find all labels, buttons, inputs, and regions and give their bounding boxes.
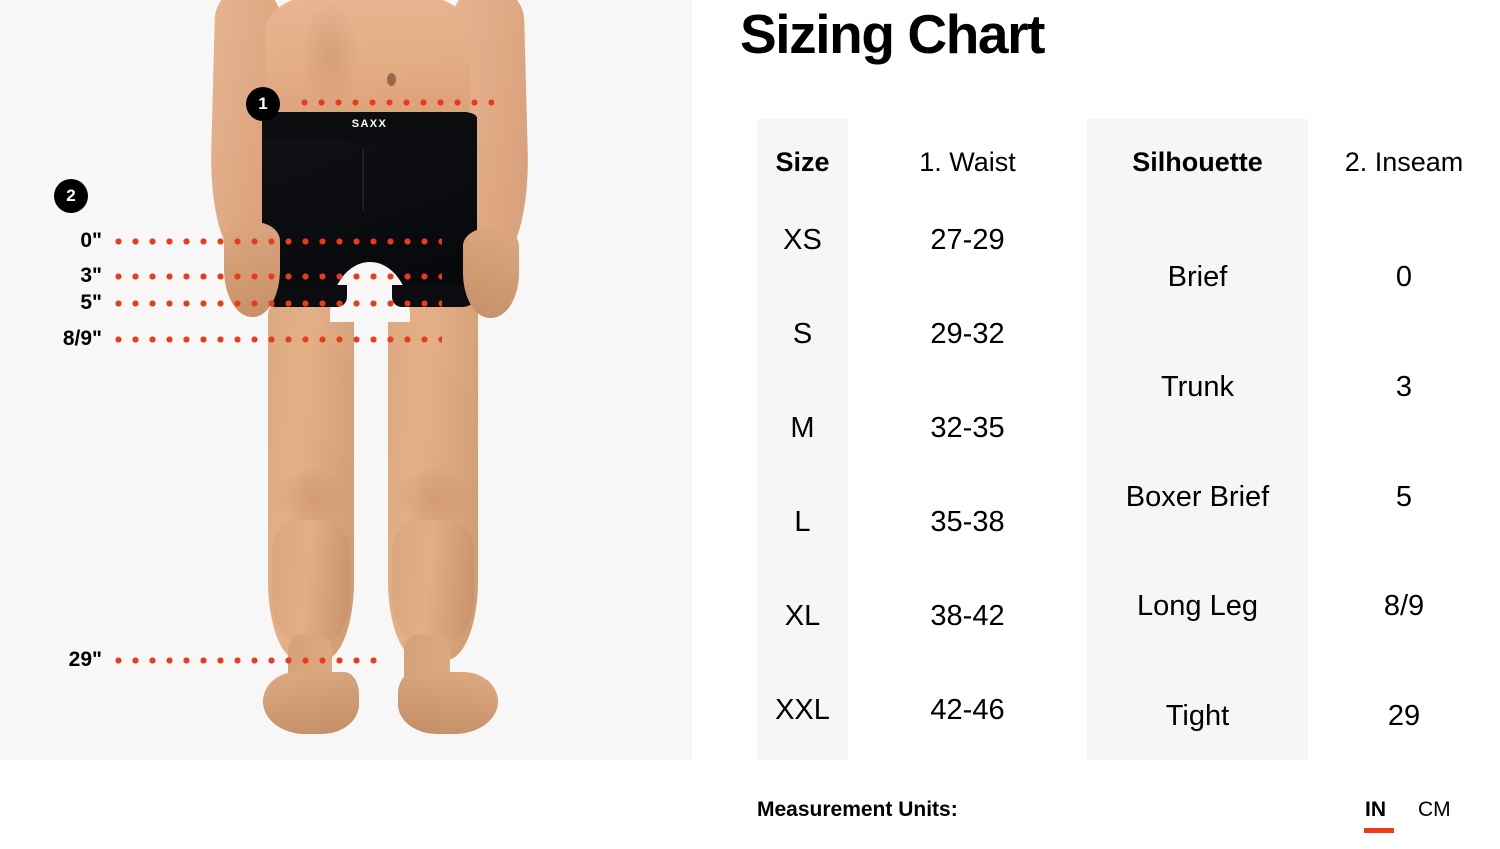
model-right-foot: [398, 672, 498, 734]
garment-waistband: [262, 112, 477, 140]
model-left-foot: [263, 672, 359, 734]
model-left-calf: [272, 520, 350, 640]
measurement-units-label: Measurement Units:: [757, 798, 958, 821]
cell-silhouette-boxer-brief: Boxer Brief: [1125, 481, 1270, 513]
column-inseam: 2. Inseam 0 3 5 8/9 29: [1308, 119, 1500, 760]
cell-inseam-0: 0: [1395, 261, 1413, 293]
measure-row-3in: 3": [48, 264, 442, 288]
male-model-photo: SAXX: [0, 0, 692, 760]
dotted-line-29in: [110, 656, 382, 664]
measure-label-0in: 0": [80, 229, 102, 252]
cell-silhouette-trunk: Trunk: [1160, 371, 1235, 403]
dotted-line-3in: [110, 272, 442, 280]
header-silhouette: Silhouette: [1132, 147, 1263, 177]
cell-inseam-8-9: 8/9: [1383, 590, 1425, 622]
cell-inseam-5: 5: [1395, 481, 1413, 513]
cell-size-xxl: XXL: [775, 694, 830, 726]
measure-row-5in: 5": [48, 291, 442, 315]
unit-toggle-cm[interactable]: CM: [1418, 798, 1451, 821]
cell-waist-xxl: 42-46: [930, 694, 1005, 726]
cell-size-m: M: [790, 412, 815, 444]
cell-size-xl: XL: [784, 600, 821, 632]
dotted-line-8-9in: [110, 335, 442, 343]
torso-shading: [300, 0, 360, 110]
measure-row-8-9in: 8/9": [48, 327, 442, 351]
cell-waist-s: 29-32: [930, 318, 1005, 350]
measure-row-0in: 0": [48, 229, 442, 253]
cell-waist-xs: 27-29: [930, 224, 1005, 256]
unit-toggle-in[interactable]: IN: [1365, 798, 1386, 821]
cell-waist-m: 32-35: [930, 412, 1005, 444]
cell-size-xs: XS: [783, 224, 822, 256]
model-illustration-panel: SAXX 1 2 0" 3" 5" 8/9" 29": [0, 0, 692, 760]
header-inseam: 2. Inseam: [1344, 147, 1464, 177]
cell-silhouette-brief: Brief: [1167, 261, 1228, 293]
saxx-brand-logo: SAXX: [351, 118, 388, 130]
cell-waist-l: 35-38: [930, 506, 1005, 538]
column-silhouette: Silhouette Brief Trunk Boxer Brief Long …: [1087, 119, 1308, 760]
column-waist: 1. Waist 27-29 29-32 32-35 35-38 38-42 4…: [848, 119, 1087, 760]
model-right-hand: [463, 228, 519, 318]
measure-label-8-9in: 8/9": [62, 327, 102, 350]
cell-size-s: S: [792, 318, 813, 350]
cell-size-l: L: [794, 506, 811, 538]
measurement-units-row: Measurement Units: IN CM: [740, 798, 1500, 838]
dotted-line-0in: [110, 237, 442, 245]
measure-label-3in: 3": [80, 264, 102, 287]
header-size: Size: [775, 147, 830, 177]
garment-seam: [362, 150, 364, 210]
badge-waist-1: 1: [246, 87, 280, 121]
sizing-table: Size XS S M L XL XXL 1. Waist 27-29 29-3…: [740, 119, 1500, 760]
model-right-calf: [392, 520, 474, 640]
cell-silhouette-tight: Tight: [1165, 700, 1230, 732]
cell-silhouette-long-leg: Long Leg: [1137, 590, 1258, 622]
cell-inseam-29: 29: [1387, 700, 1421, 732]
cell-inseam-3: 3: [1395, 371, 1413, 403]
column-size: Size XS S M L XL XXL: [757, 119, 848, 760]
header-waist: 1. Waist: [919, 147, 1016, 177]
measure-label-5in: 5": [80, 291, 102, 314]
badge-inseam-2: 2: [54, 179, 88, 213]
dotted-line-5in: [110, 299, 442, 307]
silhouette-column-background: [1087, 119, 1308, 760]
measure-label-29in: 29": [68, 648, 102, 671]
size-column-background: [757, 119, 848, 760]
waist-measure-dotted-line: [296, 99, 494, 106]
unit-in-active-indicator: [1364, 828, 1394, 833]
model-navel: [387, 73, 396, 86]
cell-waist-xl: 38-42: [930, 600, 1005, 632]
measure-row-29in: 29": [48, 648, 382, 672]
page-title: Sizing Chart: [740, 3, 1045, 65]
